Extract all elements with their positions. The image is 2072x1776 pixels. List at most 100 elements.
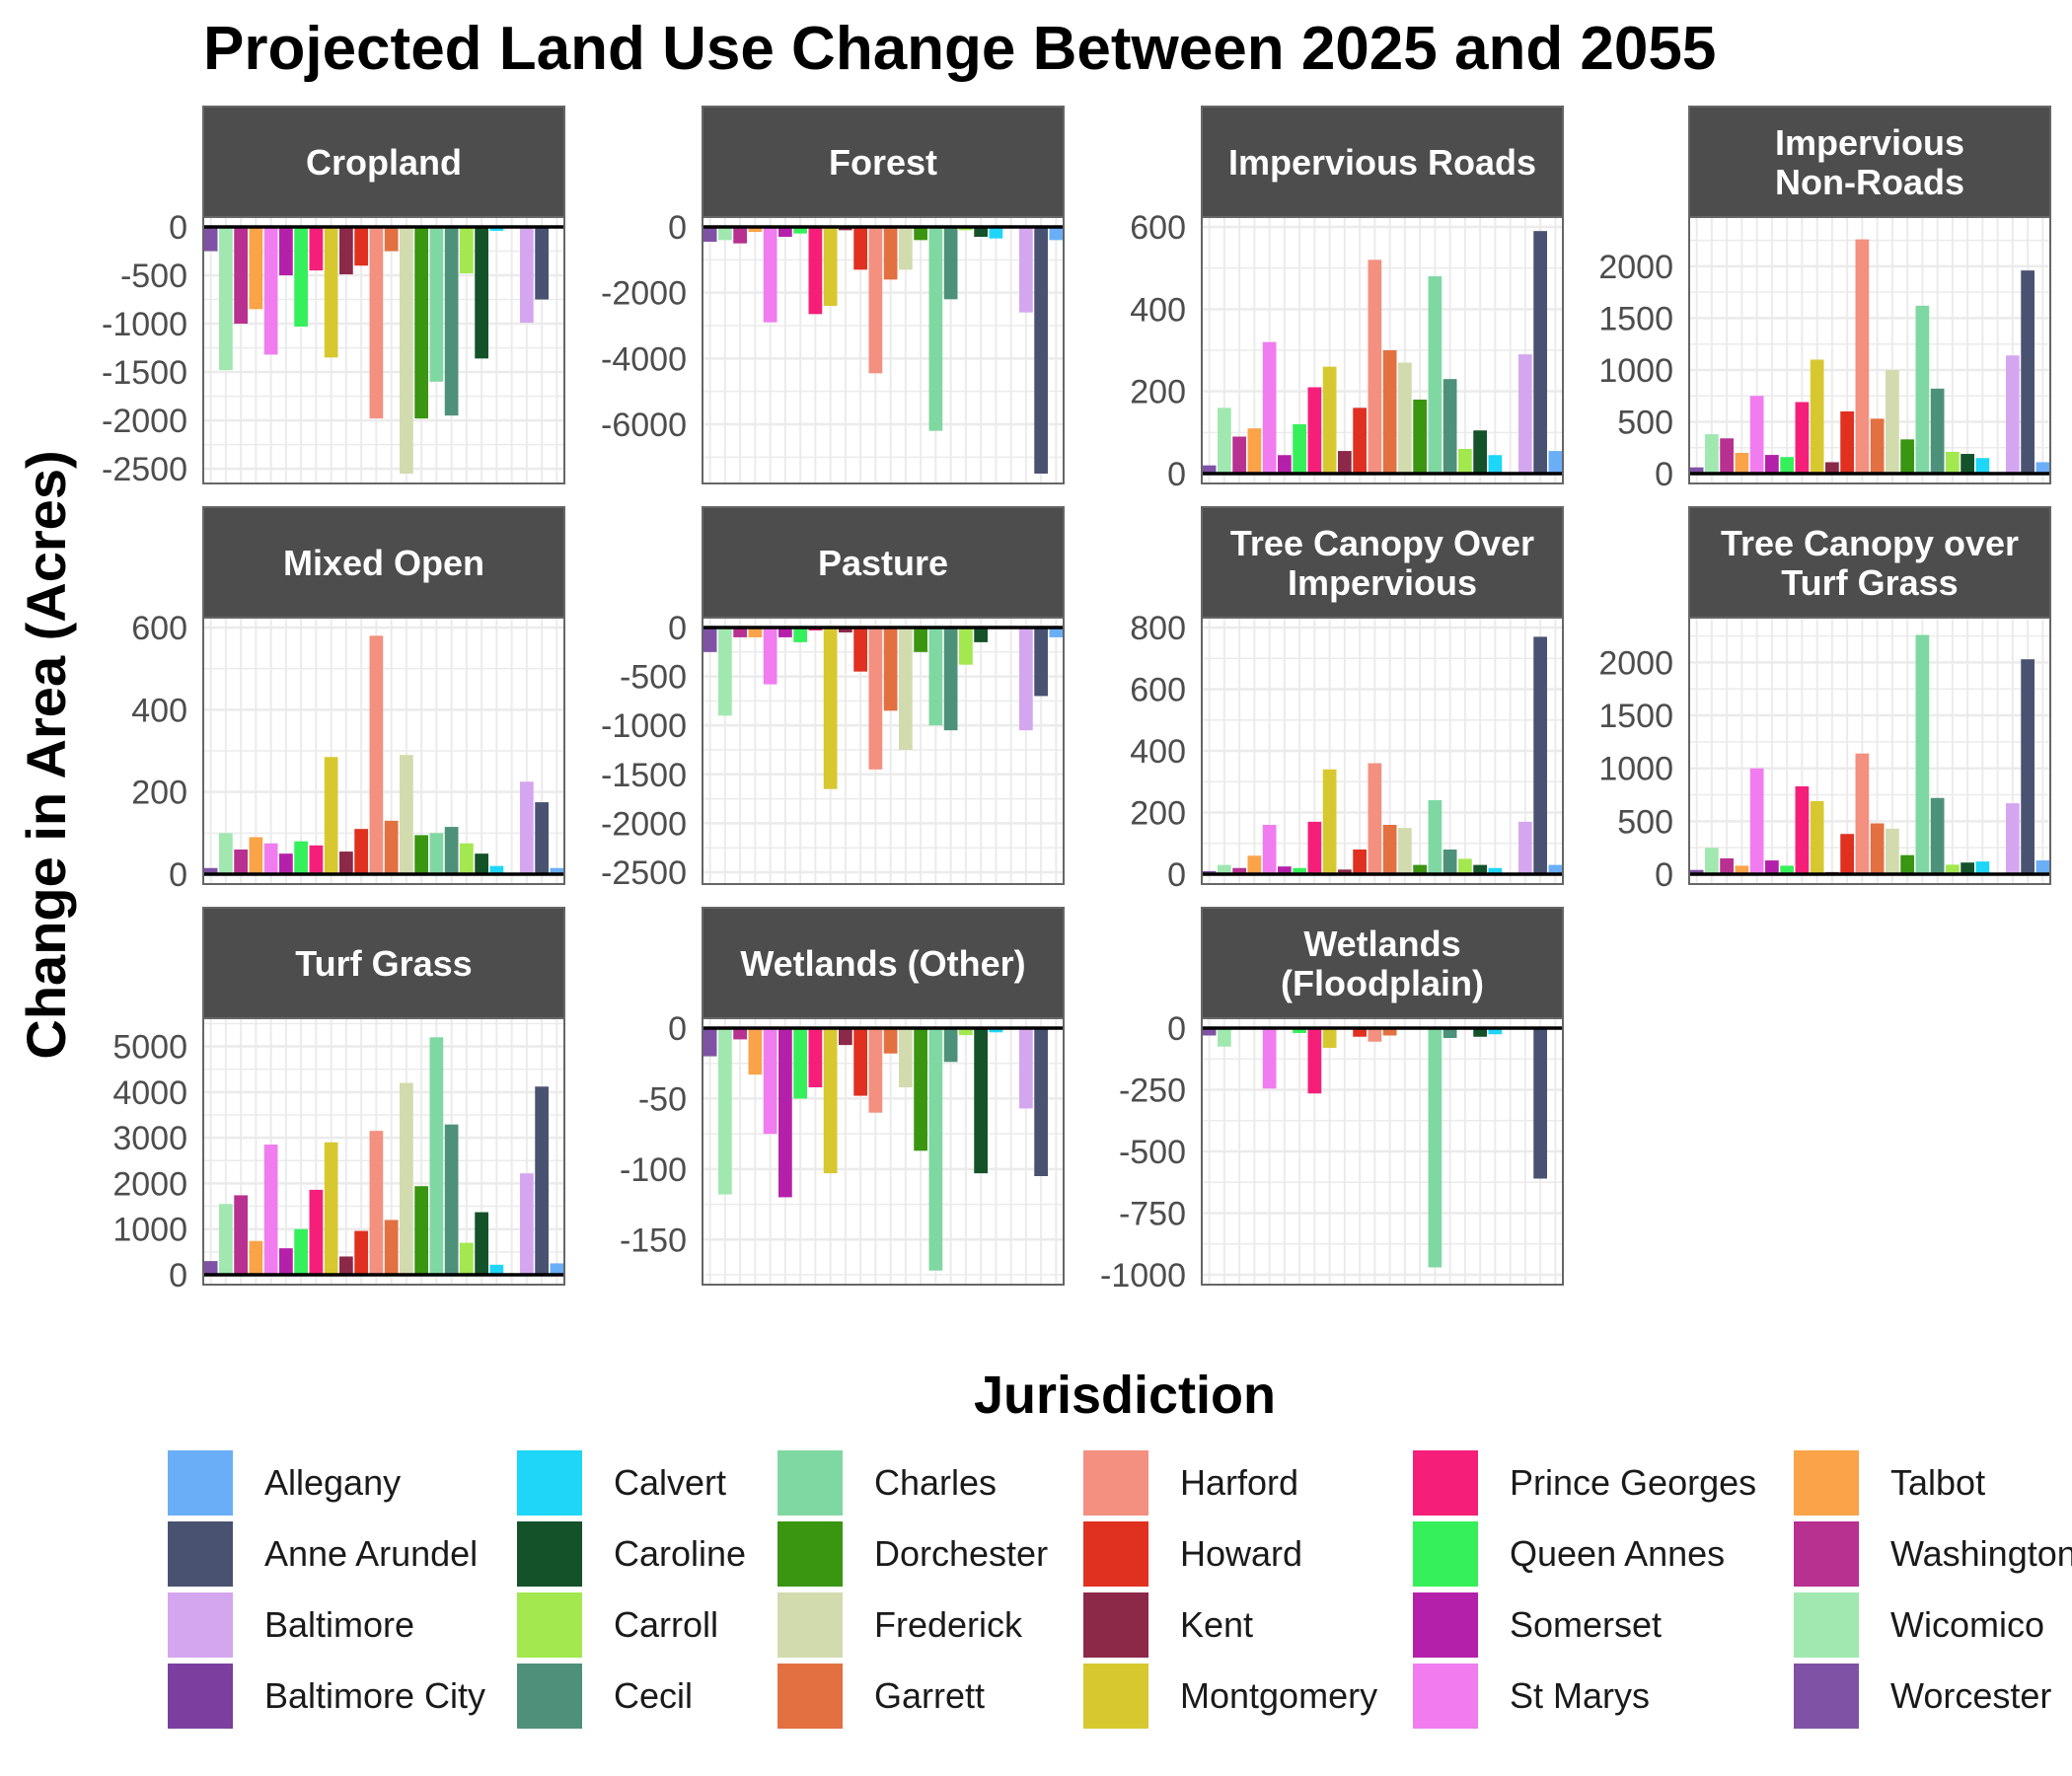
bar-st-marys <box>763 227 777 323</box>
bar-prince-georges <box>1307 821 1322 874</box>
bar-montgomery <box>324 757 338 874</box>
plot-background <box>203 217 564 483</box>
legend-label: Cecil <box>614 1675 693 1716</box>
bar-charles <box>1915 305 1930 474</box>
bar-howard <box>354 829 368 874</box>
bar-talbot <box>748 227 763 232</box>
legend-item-baltimore-city: Baltimore City <box>168 1664 485 1729</box>
y-tick-label: -1000 <box>102 306 187 343</box>
panel-border <box>702 1017 1065 1286</box>
legend-label: Worcester <box>1890 1675 2051 1716</box>
bar-dorchester <box>1900 439 1914 474</box>
bar-dorchester <box>414 227 428 419</box>
bar-allegany <box>550 867 564 874</box>
bar-howard <box>853 1028 867 1096</box>
bar-talbot <box>249 837 263 874</box>
bar-prince-georges <box>309 845 324 874</box>
bar-st-marys <box>263 227 278 355</box>
bar-carroll <box>1458 449 1472 474</box>
y-tick-label: -2000 <box>601 275 687 313</box>
bar-cecil <box>1930 797 1945 874</box>
y-tick-label: 600 <box>1130 209 1186 247</box>
y-tick-label: -150 <box>620 1221 687 1259</box>
panel-wetlands-other: Wetlands (Other) 0 -50 -100 -150 <box>620 907 1065 1286</box>
bar-prince-georges <box>1795 402 1810 474</box>
bar-queen-annes <box>793 1028 807 1099</box>
bar-kent <box>339 227 353 275</box>
bar-caroline <box>1473 864 1487 874</box>
bar-queen-annes <box>294 227 308 327</box>
legend-swatch <box>1083 1521 1148 1587</box>
bar-wicomico <box>718 628 732 716</box>
bar-st-marys <box>763 1028 777 1135</box>
bar-washington <box>234 227 248 325</box>
bar-cecil <box>1443 379 1457 474</box>
bar-somerset <box>778 628 792 637</box>
bar-montgomery <box>823 227 838 306</box>
panel-title: Impervious <box>1775 122 1964 163</box>
legend-swatch <box>1794 1664 1859 1729</box>
bar-baltimore <box>2006 355 2020 474</box>
legend-label: Howard <box>1180 1533 1302 1574</box>
bar-wicomico <box>718 227 732 241</box>
bar-harford <box>1855 753 1870 874</box>
bar-talbot <box>249 227 263 310</box>
y-tick-label: -750 <box>1119 1196 1186 1233</box>
y-tick-label: 0 <box>668 610 687 647</box>
bar-caroline <box>1473 1028 1487 1037</box>
bar-queen-annes <box>1293 1028 1306 1033</box>
legend-item-charles: Charles <box>777 1450 997 1516</box>
bar-frederick <box>1886 369 1899 474</box>
y-tick-label: 2000 <box>112 1165 187 1203</box>
panel-strip <box>202 506 565 619</box>
panel-title: Cropland <box>306 142 462 183</box>
legend-label: Calvert <box>614 1462 726 1503</box>
legend-item-allegany: Allegany <box>168 1450 401 1516</box>
bar-frederick <box>400 227 413 474</box>
panel-strip <box>702 506 1065 619</box>
legend-item-montgomery: Montgomery <box>1083 1664 1377 1729</box>
bar-charles <box>1428 276 1443 474</box>
bar-calvert <box>989 227 1003 239</box>
bar-talbot <box>249 1240 263 1275</box>
panel-border <box>702 617 1065 885</box>
bar-worcester <box>203 227 218 252</box>
legend-swatch <box>517 1664 582 1729</box>
panel-title: Pasture <box>818 543 948 583</box>
bar-garrett <box>1382 825 1397 874</box>
panel-title: Tree Canopy Over <box>1230 523 1534 563</box>
y-tick-label: -500 <box>620 659 687 697</box>
bar-carroll <box>460 843 474 874</box>
legend-label: St Marys <box>1510 1675 1650 1716</box>
bar-montgomery <box>1322 769 1337 874</box>
bar-frederick <box>1398 828 1412 874</box>
legend-item-calvert: Calvert <box>517 1450 726 1516</box>
legend-item-frederick: Frederick <box>777 1592 1023 1658</box>
plot-background <box>1689 217 2050 483</box>
bar-charles <box>928 227 943 431</box>
bar-harford <box>868 628 883 770</box>
legend-item-kent: Kent <box>1083 1592 1253 1658</box>
bar-dorchester <box>414 835 428 874</box>
bar-worcester <box>703 227 717 242</box>
bar-anne-arundel <box>1533 636 1547 874</box>
legend-item-wicomico: Wicomico <box>1794 1592 2044 1658</box>
panels: Cropland0-500-1000-1500-2000-2500Forest0… <box>102 106 2051 1295</box>
panel-impervious-roads: Impervious Roads 600 400 200 0 <box>1130 106 1564 493</box>
bar-allegany <box>2035 860 2050 874</box>
bar-allegany <box>1049 227 1064 241</box>
y-tick-label: 200 <box>1130 374 1186 411</box>
bar-howard <box>1353 1028 1367 1037</box>
bar-somerset <box>778 1028 792 1198</box>
legend-label: Frederick <box>874 1604 1023 1645</box>
y-tick-label: 400 <box>1130 733 1186 771</box>
bar-harford <box>868 227 883 374</box>
bar-calvert <box>489 1264 504 1275</box>
bar-anne-arundel <box>1533 231 1547 474</box>
y-tick-label: -1500 <box>102 354 187 392</box>
panel-title: Turf Grass <box>295 943 472 984</box>
bar-st-marys <box>263 1145 278 1275</box>
bar-kent <box>839 1028 852 1046</box>
bar-wicomico <box>219 1204 233 1275</box>
